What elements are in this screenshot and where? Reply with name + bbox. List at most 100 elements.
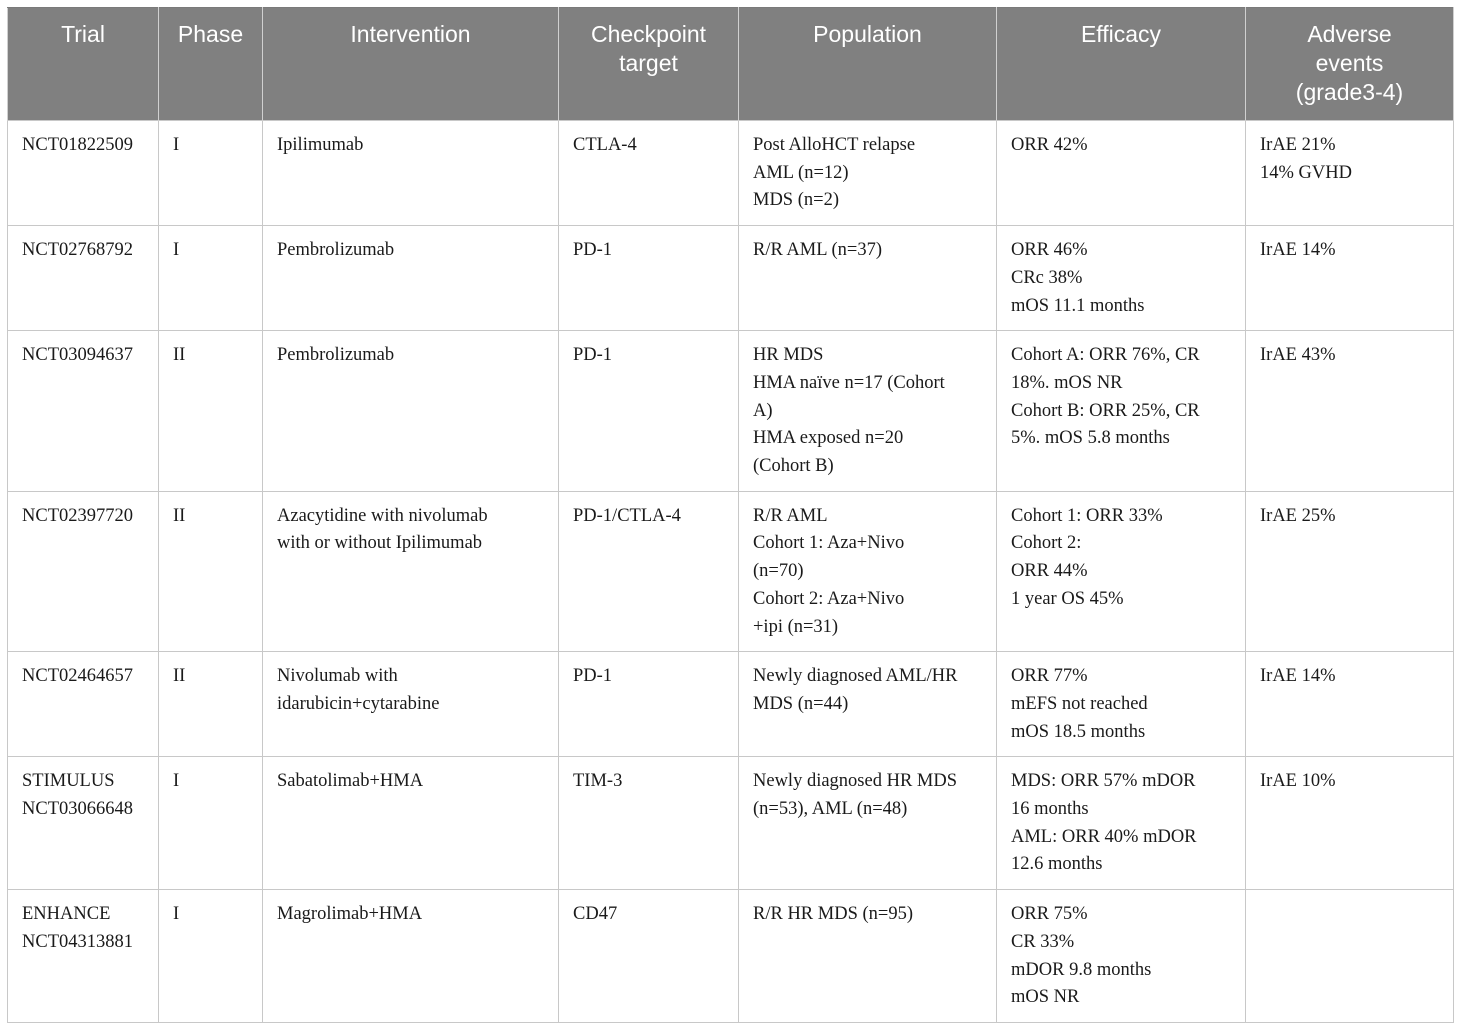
cell-line: NCT03094637 [22, 345, 133, 366]
cell-intervention: Pembrolizumab [262, 330, 559, 492]
cell-intervention: Magrolimab+HMA [262, 889, 559, 1023]
cell-line: mEFS not reached [1011, 693, 1148, 714]
cell-line: 14% GVHD [1260, 162, 1352, 183]
cell-line: PD-1 [573, 345, 613, 366]
cell-efficacy: Cohort 1: ORR 33% Cohort 2: ORR 44% 1 year … [996, 490, 1246, 653]
cell-efficacy: Cohort A: ORR 76%, CR 18%. mOS NR Cohort B… [996, 330, 1246, 492]
cell-line: NCT02768792 [22, 240, 133, 261]
cell-trial: NCT02464657 [7, 651, 159, 758]
cell-efficacy: ORR 42% [996, 119, 1246, 227]
cell-line: mOS 11.1 months [1011, 295, 1145, 316]
cell-line: Newly diagnosed AML/HR [753, 666, 958, 687]
cell-line: STIMULUS [22, 771, 115, 792]
cell-line: A) [753, 400, 773, 421]
cell-intervention: Azacytidine with nivolumab with or withou… [262, 490, 559, 653]
cell-line: IrAE 25% [1260, 505, 1336, 526]
cell-checkpoint-target: TIM-3 [558, 756, 739, 891]
table-body: NCT01822509 I Ipilimumab CTLA-4 Post AlloHCT… [7, 119, 1454, 1023]
cell-line: ORR 75% [1011, 904, 1088, 925]
cell-line: AML: ORR 40% mDOR [1011, 826, 1197, 847]
cell-line: idarubicin+cytarabine [277, 693, 440, 714]
cell-line: IrAE 14% [1260, 666, 1336, 687]
cell-line: HMA exposed n=20 [753, 428, 904, 449]
cell-line: Cohort 2: Aza+Nivo [753, 588, 905, 609]
cell-line: CRc 38% [1011, 267, 1083, 288]
cell-checkpoint-target: CD47 [558, 889, 739, 1023]
cell-trial: NCT01822509 [7, 119, 159, 227]
cell-checkpoint-target: CTLA-4 [558, 119, 739, 227]
cell-population: Newly diagnosed HR MDS (n=53), AML (n=48) [738, 756, 997, 891]
cell-line: MDS: ORR 57% mDOR [1011, 771, 1196, 792]
cell-intervention: Sabatolimab+HMA [262, 756, 559, 891]
cell-efficacy: ORR 46% CRc 38% mOS 11.1 months [996, 225, 1246, 332]
cell-line: Cohort B: ORR 25%, CR [1011, 400, 1200, 421]
cell-phase: I [158, 119, 263, 227]
cell-intervention: Ipilimumab [262, 119, 559, 227]
cell-trial: STIMULUS NCT03066648 [7, 756, 159, 891]
cell-line: NCT02397720 [22, 505, 133, 526]
cell-efficacy: ORR 75% CR 33% mDOR 9.8 months mOS NR [996, 889, 1246, 1023]
cell-efficacy: ORR 77% mEFS not reached mOS 18.5 months [996, 651, 1246, 758]
cell-population: R/R HR MDS (n=95) [738, 889, 997, 1023]
cell-line: I [173, 135, 180, 155]
cell-adverse-events: IrAE 10% [1245, 756, 1454, 891]
header-trial: Trial [7, 7, 159, 121]
cell-line: ORR 77% [1011, 666, 1088, 687]
cell-line: ENHANCE [22, 904, 111, 925]
cell-line: with or without Ipilimumab [277, 533, 483, 554]
cell-line: II [173, 666, 186, 687]
cell-line: CD47 [573, 904, 618, 925]
cell-efficacy: MDS: ORR 57% mDOR 16 months AML: ORR 40% m… [996, 756, 1246, 891]
cell-checkpoint-target: PD-1/CTLA-4 [558, 490, 739, 653]
table-row: NCT02768792 I Pembrolizumab PD-1 R/R AML (n=… [7, 225, 1454, 332]
header-population: Population [738, 7, 997, 121]
cell-line: TIM-3 [573, 771, 623, 792]
cell-line: MDS (n=2) [753, 190, 839, 211]
cell-trial: NCT02768792 [7, 225, 159, 332]
header-intervention: Intervention [262, 7, 559, 121]
cell-line: NCT02464657 [22, 666, 133, 687]
cell-adverse-events: IrAE 14% [1245, 225, 1454, 332]
cell-population: Post AlloHCT relapse AML (n=12) MDS (n=2) [738, 119, 997, 227]
cell-line: 18%. mOS NR [1011, 372, 1123, 393]
cell-line: (n=53), AML (n=48) [753, 799, 908, 820]
cell-line: Pembrolizumab [277, 345, 395, 366]
cell-line: CTLA-4 [573, 135, 637, 155]
cell-line: CR 33% [1011, 931, 1075, 952]
cell-intervention: Pembrolizumab [262, 225, 559, 332]
cell-line: Sabatolimab+HMA [277, 771, 424, 792]
cell-line: IrAE 43% [1260, 345, 1336, 366]
cell-line: Newly diagnosed HR MDS [753, 771, 958, 792]
cell-line: R/R AML (n=37) [753, 240, 882, 261]
cell-line: 5%. mOS 5.8 months [1011, 428, 1170, 449]
cell-line: 1 year OS 45% [1011, 588, 1124, 609]
cell-trial: NCT02397720 [7, 490, 159, 653]
cell-line: (n=70) [753, 561, 804, 582]
cell-line: mOS 18.5 months [1011, 721, 1146, 742]
cell-line: ORR 42% [1011, 135, 1088, 155]
cell-line: R/R HR MDS (n=95) [753, 904, 913, 925]
cell-line: Nivolumab with [277, 666, 398, 687]
cell-population: R/R AML Cohort 1: Aza+Nivo (n=70) Cohort 2:… [738, 490, 997, 653]
cell-adverse-events: IrAE 21% 14% GVHD [1245, 119, 1454, 227]
cell-line: Cohort 2: [1011, 533, 1082, 554]
cell-line: IrAE 21% [1260, 135, 1336, 155]
cell-phase: I [158, 889, 263, 1023]
cell-adverse-events: IrAE 25% [1245, 490, 1454, 653]
cell-trial: NCT03094637 [7, 330, 159, 492]
cell-line: AML (n=12) [753, 162, 849, 183]
cell-line: PD-1/CTLA-4 [573, 505, 681, 526]
cell-intervention: Nivolumab with idarubicin+cytarabine [262, 651, 559, 758]
cell-line: HMA naïve n=17 (Cohort [753, 372, 945, 393]
cell-population: R/R AML (n=37) [738, 225, 997, 332]
cell-line: NCT04313881 [22, 931, 133, 952]
cell-line: mDOR 9.8 months [1011, 959, 1152, 980]
cell-line: IrAE 10% [1260, 771, 1336, 792]
cell-line: 12.6 months [1011, 854, 1103, 875]
cell-line: PD-1 [573, 666, 613, 687]
cell-checkpoint-target: PD-1 [558, 225, 739, 332]
cell-line: HR MDS [753, 345, 824, 366]
cell-population: HR MDS HMA naïve n=17 (Cohort A) HMA expose… [738, 330, 997, 492]
table-row: NCT02464657 II Nivolumab with idarubicin+cy… [7, 651, 1454, 758]
cell-line: Ipilimumab [277, 135, 364, 155]
